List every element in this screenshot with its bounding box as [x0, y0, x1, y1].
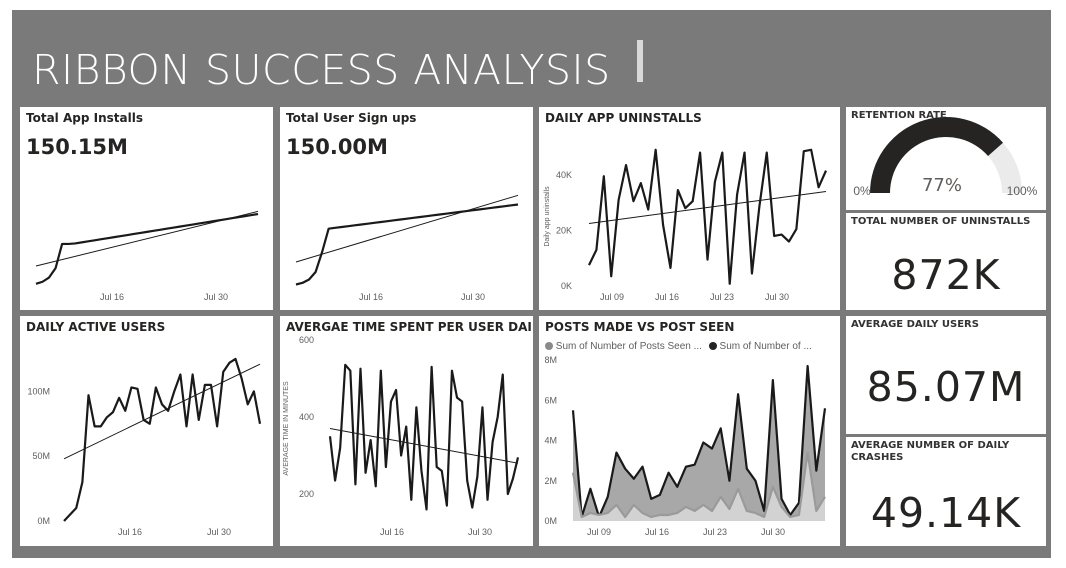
total-uninstalls-title: TOTAL NUMBER OF UNINSTALLS: [851, 216, 1031, 227]
avg-time-title: AVERGAE TIME SPENT PER USER DAILY: [286, 320, 533, 334]
x-tick-label: Jul 16: [100, 292, 124, 302]
series-line: [588, 148, 828, 285]
x-tick-label: Jul 09: [600, 292, 624, 302]
y-tick-label: 2M: [544, 476, 557, 486]
x-tick-label: Jul 30: [468, 527, 492, 537]
dashboard-title: RIBBON SUCCESS ANALYSIS: [32, 46, 611, 94]
series-line: [35, 212, 259, 285]
avg-time-card[interactable]: AVERGAE TIME SPENT PER USER DAILY 200 400…: [280, 316, 533, 546]
avg-crashes-card[interactable]: AVERAGE NUMBER OF DAILY CRASHES 49.14K: [846, 437, 1046, 546]
y-tick-label: 200: [299, 489, 314, 499]
installs-card[interactable]: Total App Installs 150.15M Jul 16 Jul 30: [20, 107, 273, 310]
uninstalls-line-chart: 0K 20K 40K Daily app uninstalls Jul 09 Jul 16…: [544, 148, 828, 302]
posts-area-chart: 0M 2M 4M 6M 8M Jul 09 Jul 16 Jul 23 Jul 30: [544, 355, 827, 537]
posts-title: POSTS MADE VS POST SEEN: [545, 320, 735, 334]
y-tick-label: 400: [299, 412, 314, 422]
x-tick-label: Jul 30: [207, 527, 231, 537]
avg-daily-users-title: AVERAGE DAILY USERS: [851, 319, 979, 330]
total-uninstalls-card[interactable]: TOTAL NUMBER OF UNINSTALLS 872K: [846, 213, 1046, 310]
y-axis-label: Daily app uninstalls: [544, 186, 551, 247]
posts-seen-area: [573, 366, 825, 521]
gauge-value: 77%: [922, 175, 962, 196]
x-tick-label: Jul 16: [359, 292, 383, 302]
y-tick-label: 100M: [27, 386, 50, 396]
uninstalls-title: DAILY APP UNINSTALLS: [545, 111, 702, 125]
total-uninstalls-value: 872K: [891, 251, 1001, 299]
trend-line: [35, 210, 259, 267]
avg-time-line-chart: 200 400 600 AVERAGE TIME IN MINUTES Jul 16 Ju…: [283, 335, 520, 537]
y-tick-label: 40K: [556, 170, 572, 180]
legend-dot-seen: [545, 342, 553, 351]
installs-value: 150.15M: [26, 135, 128, 159]
x-tick-label: Jul 16: [645, 527, 669, 537]
series-line: [328, 363, 520, 511]
signups-card[interactable]: Total User Sign ups 150.00M Jul 16 Jul 30: [280, 107, 533, 310]
y-tick-label: 0M: [544, 516, 557, 526]
x-tick-label: Jul 30: [204, 292, 228, 302]
posts-made-line: [571, 451, 826, 519]
signups-line-chart: Jul 16 Jul 30: [295, 194, 519, 302]
y-tick-label: 6M: [544, 395, 557, 405]
y-tick-label: 20K: [556, 225, 572, 235]
y-tick-label: 600: [299, 335, 314, 345]
uninstalls-card[interactable]: DAILY APP UNINSTALLS 0K 20K 40K Daily app u…: [539, 107, 840, 310]
y-axis-label: AVERAGE TIME IN MINUTES: [283, 381, 290, 476]
y-tick-label: 0M: [37, 516, 50, 526]
x-tick-label: Jul 16: [655, 292, 679, 302]
dau-title: DAILY ACTIVE USERS: [26, 320, 166, 334]
gauge-min-label: 0%: [853, 184, 871, 198]
legend-label-seen[interactable]: Sum of Number of Posts Seen ...: [555, 341, 702, 352]
x-tick-label: Jul 30: [761, 527, 785, 537]
trend-line: [295, 194, 519, 263]
x-tick-label: Jul 09: [587, 527, 611, 537]
installs-line-chart: Jul 16 Jul 30: [35, 210, 259, 302]
posts-card[interactable]: POSTS MADE VS POST SEEN Sum of Number of…: [539, 316, 840, 546]
gauge-max-label: 100%: [1007, 184, 1038, 198]
retention-gauge: 0% 100% 77%: [853, 117, 1038, 198]
x-tick-label: Jul 16: [118, 527, 142, 537]
y-tick-label: 50M: [32, 451, 50, 461]
series-line: [63, 357, 262, 522]
trend-line: [588, 190, 827, 224]
y-tick-label: 8M: [544, 355, 557, 365]
trend-line: [63, 363, 261, 460]
x-tick-label: Jul 30: [461, 292, 485, 302]
y-tick-label: 0K: [561, 281, 572, 291]
x-tick-label: Jul 30: [765, 292, 789, 302]
retention-card[interactable]: RETENTION RATE 0% 100% 77%: [846, 107, 1046, 210]
avg-daily-users-value: 85.07M: [866, 363, 1026, 411]
posts-seen-line: [571, 364, 827, 519]
signups-title: Total User Sign ups: [286, 111, 417, 125]
x-tick-label: Jul 23: [703, 527, 727, 537]
dau-card[interactable]: DAILY ACTIVE USERS 0M 50M 100M Jul 16 Jul 30: [20, 316, 273, 546]
y-tick-label: 4M: [544, 436, 557, 446]
x-tick-label: Jul 23: [710, 292, 734, 302]
avg-daily-users-card[interactable]: AVERAGE DAILY USERS 85.07M: [846, 316, 1046, 434]
gauge-fill: [870, 117, 1004, 193]
x-tick-label: Jul 16: [380, 527, 404, 537]
installs-title: Total App Installs: [26, 111, 143, 125]
legend-dot-made: [708, 342, 717, 351]
dau-line-chart: 0M 50M 100M Jul 16 Jul 30: [27, 357, 262, 537]
title-accent-bar: [637, 40, 643, 82]
avg-crashes-title: AVERAGE NUMBER OF DAILY CRASHES: [851, 440, 1010, 463]
legend-label-made[interactable]: Sum of Number of ...: [719, 341, 812, 352]
series-line: [295, 203, 519, 286]
signups-value: 150.00M: [286, 135, 388, 159]
retention-title: RETENTION RATE: [851, 110, 947, 121]
trend-line: [329, 428, 519, 464]
avg-crashes-value: 49.14K: [870, 489, 1022, 537]
posts-legend: Sum of Number of Posts Seen ... Sum of N…: [545, 341, 812, 352]
